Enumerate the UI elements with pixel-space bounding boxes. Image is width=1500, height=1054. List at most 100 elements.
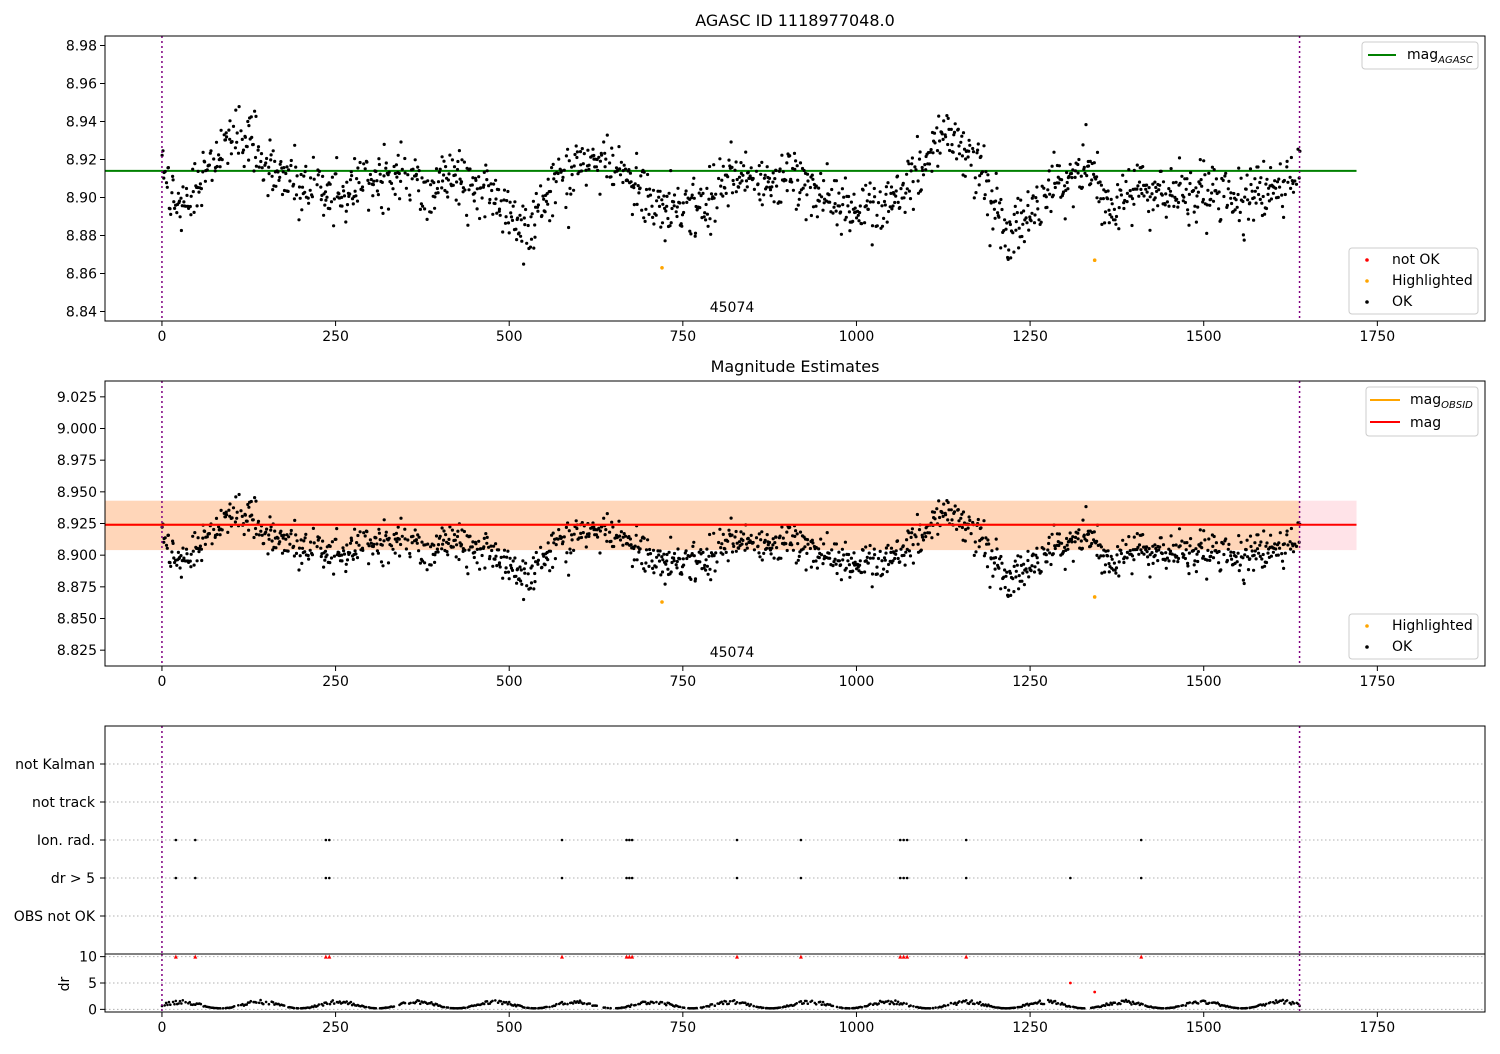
ok-point <box>1264 206 1269 211</box>
ok-point <box>225 135 229 139</box>
ok-point <box>1174 180 1178 184</box>
ok-point <box>249 499 253 504</box>
ok-point <box>634 166 638 170</box>
ok-point <box>246 502 250 507</box>
ok-point <box>1207 171 1211 175</box>
ok-point <box>1257 192 1261 197</box>
ok-point <box>948 148 952 153</box>
ok-point <box>865 199 869 203</box>
ok-point <box>726 175 730 179</box>
ok-point <box>1164 215 1168 219</box>
ok-point <box>930 169 934 173</box>
ok-point <box>243 513 247 517</box>
ok-point <box>417 189 421 193</box>
ok-point <box>387 536 391 540</box>
panel-agasc-ytick-label: 8.98 <box>66 39 97 55</box>
ok-point <box>1050 532 1054 536</box>
ok-point <box>762 551 766 556</box>
ok-point <box>231 506 236 510</box>
ok-point <box>844 215 848 219</box>
ok-point <box>1007 588 1011 592</box>
ok-point <box>680 224 684 228</box>
ok-point <box>1293 542 1297 546</box>
ok-point <box>1283 551 1287 555</box>
dr-point <box>1053 999 1057 1003</box>
ok-point <box>668 224 672 228</box>
ok-point <box>597 526 601 531</box>
ok-point <box>586 148 590 152</box>
ok-point <box>297 218 301 222</box>
ok-point <box>551 214 555 218</box>
ok-point <box>565 551 569 555</box>
ok-point <box>839 210 843 214</box>
ok-point <box>209 149 213 153</box>
ok-point <box>278 540 282 544</box>
ok-point <box>833 202 837 206</box>
panel-agasc-xtick-label: 0 <box>157 329 166 345</box>
ok-point <box>389 181 394 185</box>
ok-point <box>503 570 508 575</box>
dr-point <box>1245 1006 1249 1010</box>
ok-point <box>1135 187 1139 191</box>
ok-point <box>479 186 483 190</box>
ok-point <box>685 200 689 204</box>
dr-point <box>892 1002 896 1006</box>
dr-point <box>167 1000 171 1004</box>
flag-event-point <box>1139 876 1143 880</box>
ok-point <box>513 200 517 204</box>
ok-point <box>853 206 857 210</box>
ok-point <box>505 555 509 559</box>
ok-point <box>805 193 809 197</box>
ok-point <box>484 532 488 536</box>
ok-point <box>1148 195 1152 199</box>
ok-point <box>269 158 273 162</box>
ok-point <box>519 218 523 222</box>
ok-point <box>1034 196 1038 200</box>
ok-point <box>999 246 1003 250</box>
ok-point <box>963 539 967 543</box>
ok-point <box>460 528 464 532</box>
ok-point <box>485 169 489 173</box>
ok-point <box>1249 182 1253 187</box>
ok-point <box>532 246 536 250</box>
ok-point <box>745 185 749 189</box>
ok-point <box>1158 545 1162 549</box>
ok-point <box>437 170 441 174</box>
ok-point <box>842 195 846 199</box>
ok-point <box>393 192 397 196</box>
ok-point <box>933 517 937 521</box>
ok-point <box>1144 187 1148 191</box>
dr-point <box>325 1002 329 1006</box>
ok-point <box>1097 200 1101 204</box>
ok-point <box>916 191 921 195</box>
ok-point <box>597 155 601 159</box>
ok-point <box>442 529 446 533</box>
ok-point <box>697 191 701 195</box>
dr-point <box>1038 999 1042 1002</box>
ok-point <box>632 186 636 190</box>
ok-point <box>1099 183 1103 187</box>
ok-point <box>286 189 290 193</box>
ok-point <box>1196 559 1200 564</box>
ok-point <box>741 173 745 177</box>
ok-point <box>724 191 728 195</box>
ok-point <box>345 203 350 207</box>
ok-point <box>1147 547 1151 551</box>
ok-point <box>614 166 619 170</box>
ok-point <box>531 556 536 560</box>
ok-point <box>961 510 966 514</box>
ok-point <box>241 148 246 152</box>
ok-point <box>923 163 927 167</box>
ok-point <box>533 223 537 227</box>
ok-point <box>372 179 376 183</box>
ok-point <box>214 140 219 144</box>
ok-point <box>1017 587 1021 591</box>
ok-point <box>213 169 217 173</box>
ok-point <box>1021 571 1025 575</box>
ok-point <box>550 166 554 170</box>
ok-point <box>468 167 472 171</box>
ok-point <box>309 176 313 180</box>
ok-point <box>1263 564 1267 568</box>
ok-point <box>660 555 664 559</box>
